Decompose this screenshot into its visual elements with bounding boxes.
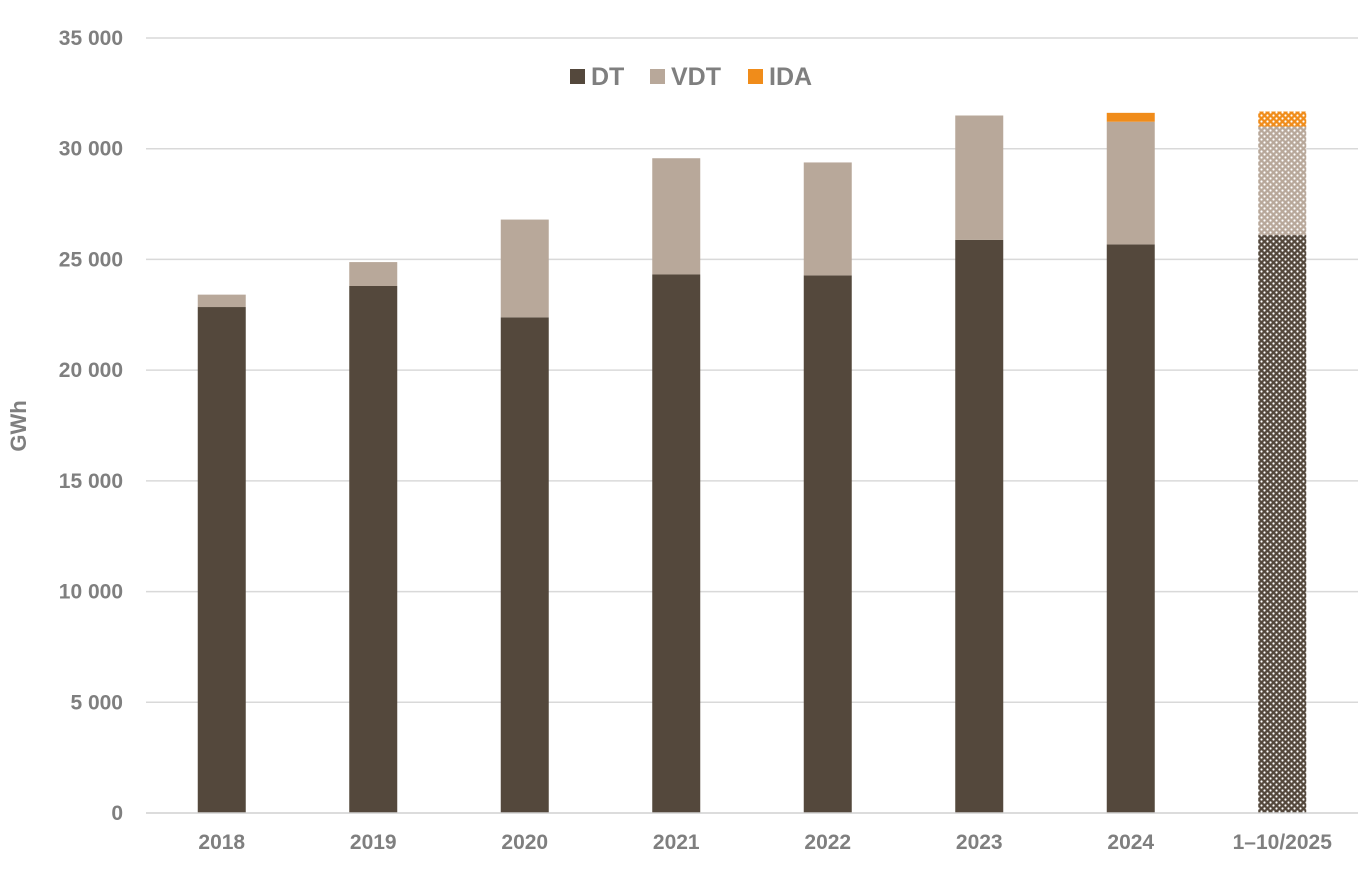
bar-segment-vdt [500,219,549,318]
bar-stack [652,158,701,813]
bar-stack [803,162,852,813]
bar-segment-dt [803,275,852,813]
bar-segment-vdt [803,162,852,276]
bars [197,111,1307,814]
bar-segment-vdt [197,294,246,308]
legend-swatch-ida [748,69,763,84]
legend-swatch-vdt [650,69,665,84]
bar-stack [1106,112,1155,813]
x-tick-label: 2022 [804,831,851,854]
y-tick-label: 0 [111,802,123,825]
y-tick-label: 15 000 [59,470,123,493]
y-tick-label: 10 000 [59,581,123,604]
bar-segment-ida [1258,111,1307,127]
bar-segment-vdt [349,262,398,286]
legend-swatch-dt [570,69,585,84]
x-tick-label: 2018 [198,831,245,854]
x-tick-label: 2021 [653,831,700,854]
bar-stack [955,115,1004,813]
y-tick-label: 30 000 [59,138,123,161]
bar-segment-dt [500,317,549,813]
bar-segment-vdt [1258,126,1307,236]
bar-segment-dt [1258,235,1307,814]
bar-segment-vdt [1106,121,1155,245]
x-tick-label: 2020 [501,831,548,854]
bar-segment-dt [349,286,398,813]
x-axis-ticks: 2018 2019 2020 2021 2022 2023 2024 1–10/2025 [198,831,1332,854]
gridlines [146,37,1358,704]
y-axis-title: GWh [6,400,31,451]
legend-label-dt: DT [591,63,624,91]
y-tick-label: 25 000 [59,248,123,271]
bar-segment-ida [1106,112,1155,122]
legend-label-vdt: VDT [671,63,721,91]
bar-segment-dt [652,274,701,813]
bar-segment-dt [1106,244,1155,813]
y-tick-label: 35 000 [59,27,123,50]
x-tick-label: 2019 [350,831,397,854]
bar-stack [1258,111,1307,814]
legend: DT VDT IDA [570,63,812,91]
bar-segment-dt [955,239,1004,813]
y-tick-label: 5 000 [70,691,123,714]
y-tick-label: 20 000 [59,359,123,382]
bar-segment-vdt [652,158,701,275]
bar-stack [500,219,549,813]
legend-label-ida: IDA [769,63,812,91]
bar-segment-dt [197,307,246,813]
x-tick-label: 2023 [956,831,1003,854]
x-tick-label: 1–10/2025 [1233,831,1333,854]
x-tick-label: 2024 [1107,831,1154,854]
bar-stack [197,294,246,813]
bar-segment-vdt [955,115,1004,240]
y-axis-ticks: 0 5 000 10 000 15 000 20 000 25 000 30 000 35 0… [59,27,123,825]
bar-stack [349,262,398,813]
